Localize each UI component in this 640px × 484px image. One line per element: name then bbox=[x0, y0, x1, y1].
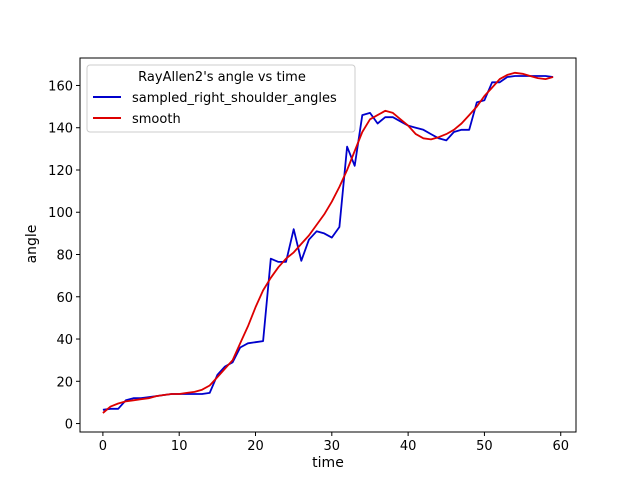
y-tick-label: 140 bbox=[48, 122, 73, 137]
plot-area bbox=[102, 71, 554, 414]
x-tick-label: 0 bbox=[99, 439, 107, 454]
legend-label-smooth: smooth bbox=[132, 112, 181, 127]
x-tick-label: 30 bbox=[324, 439, 341, 454]
y-tick-label: 60 bbox=[56, 291, 73, 306]
legend-label-sampled: sampled_right_shoulder_angles bbox=[132, 91, 337, 106]
legend-title: RayAllen2's angle vs time bbox=[138, 70, 306, 85]
y-tick-label: 160 bbox=[48, 79, 73, 94]
y-tick-label: 20 bbox=[56, 375, 73, 390]
series-line-smooth bbox=[102, 71, 554, 414]
y-tick-label: 100 bbox=[48, 206, 73, 221]
x-tick-label: 10 bbox=[171, 439, 188, 454]
x-tick-label: 50 bbox=[476, 439, 493, 454]
axes: 0 10 20 30 40 50 60 0 20 40 60 80 100 120 140 160 bbox=[48, 57, 577, 454]
x-tick-label: 60 bbox=[552, 439, 569, 454]
y-tick-label: 80 bbox=[56, 249, 73, 264]
y-tick-label: 40 bbox=[56, 333, 73, 348]
axes-frame bbox=[79, 57, 577, 433]
y-tick-label: 0 bbox=[65, 418, 73, 433]
x-axis-label: time bbox=[312, 455, 344, 471]
y-tick-label: 120 bbox=[48, 164, 73, 179]
legend: RayAllen2's angle vs time sampled_right_… bbox=[86, 64, 356, 133]
legend-frame bbox=[86, 64, 356, 133]
x-tick-label: 40 bbox=[400, 439, 417, 454]
y-axis-label: angle bbox=[24, 225, 40, 264]
x-tick-label: 20 bbox=[247, 439, 264, 454]
